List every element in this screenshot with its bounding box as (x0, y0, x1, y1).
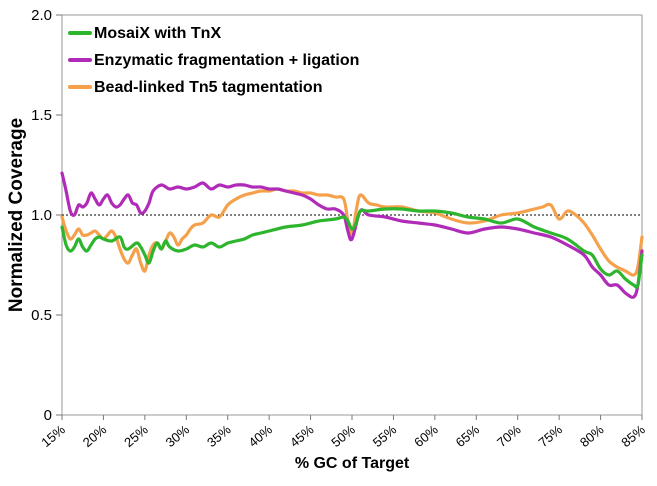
series-line-enzymatic-fragmentation-ligation (60, 171, 644, 299)
y-tick-label: 1.5 (31, 107, 52, 124)
x-tick-label: 65% (453, 422, 483, 450)
x-tick-label: 30% (163, 422, 193, 450)
x-tick-label: 20% (80, 422, 110, 450)
x-tick-label: 40% (245, 422, 275, 450)
x-tick-label: 70% (494, 422, 524, 450)
x-tick-label: 75% (535, 422, 565, 450)
x-axis-title: % GC of Target (295, 455, 410, 472)
legend-label: Enzymatic fragmentation + ligation (94, 52, 359, 69)
legend-label: MosaiX with TnX (94, 25, 221, 42)
y-tick-label: 0.5 (31, 307, 52, 324)
x-tick-label: 85% (618, 422, 648, 450)
x-tick-label: 45% (287, 422, 317, 450)
y-axis-title: Normalized Coverage (6, 118, 27, 312)
series-line-bead-linked-tn5-tagmentation (60, 187, 644, 277)
legend-label: Bead-linked Tn5 tagmentation (94, 79, 322, 96)
y-tick-label: 2.0 (31, 7, 52, 24)
x-tick-label: 80% (577, 422, 607, 450)
x-tick-label: 55% (370, 422, 400, 450)
y-tick-label: 1.0 (31, 207, 52, 224)
series-line-mosaix-with-tnx (60, 207, 644, 290)
x-tick-label: 50% (328, 422, 358, 450)
x-tick-label: 25% (121, 422, 151, 450)
x-tick-label: 60% (411, 422, 441, 450)
y-tick-label: 0 (44, 407, 52, 424)
x-tick-label: 35% (204, 422, 234, 450)
x-tick-label: 15% (38, 422, 68, 450)
